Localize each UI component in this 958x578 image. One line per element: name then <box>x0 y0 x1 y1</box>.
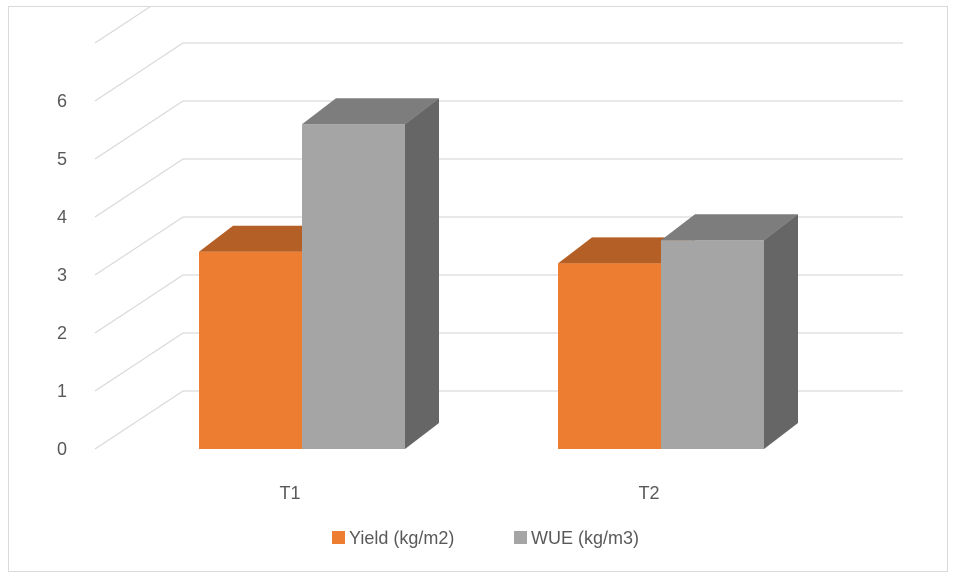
bar <box>302 98 439 449</box>
y-tick-label: 5 <box>57 149 67 169</box>
chart-area: 0 1 2 3 4 5 6 T1 T2 Yield (kg/m2) WUE (kg/m3) <box>8 6 948 572</box>
bar-top <box>199 225 336 252</box>
legend-label: Yield (kg/m2) <box>349 528 454 548</box>
gridline <box>94 216 184 276</box>
y-tick-label: 3 <box>57 265 67 285</box>
y-tick-label: 6 <box>57 91 67 111</box>
x-tick-label: T1 <box>279 483 300 503</box>
bar-side <box>764 214 798 449</box>
y-tick-label: 0 <box>57 439 67 459</box>
legend-swatch <box>332 531 345 544</box>
gridline <box>94 42 184 102</box>
x-axis: T1 T2 <box>279 483 659 503</box>
gridline <box>94 7 151 44</box>
bar <box>661 214 798 449</box>
bar-front <box>661 240 764 449</box>
bars <box>199 98 798 449</box>
chart-plot: 0 1 2 3 4 5 6 T1 T2 Yield (kg/m2) WUE (kg/m3) <box>57 7 903 548</box>
x-tick-label: T2 <box>638 483 659 503</box>
y-tick-label: 1 <box>57 381 67 401</box>
legend-label: WUE (kg/m3) <box>531 528 639 548</box>
bar-front <box>558 263 661 449</box>
bar-top <box>302 98 439 125</box>
bar-side <box>405 98 439 449</box>
gridline <box>94 158 184 218</box>
gridline <box>94 100 184 160</box>
legend: Yield (kg/m2) WUE (kg/m3) <box>332 528 639 548</box>
bar-front <box>302 124 405 449</box>
legend-swatch <box>514 531 527 544</box>
bar-front <box>199 251 302 449</box>
y-tick-label: 4 <box>57 207 67 227</box>
bar-top <box>558 237 695 264</box>
bar-top <box>661 214 798 241</box>
gridline <box>94 390 184 450</box>
y-tick-label: 2 <box>57 323 67 343</box>
y-axis: 0 1 2 3 4 5 6 <box>57 91 67 459</box>
gridline <box>94 332 184 392</box>
gridline <box>94 274 184 334</box>
